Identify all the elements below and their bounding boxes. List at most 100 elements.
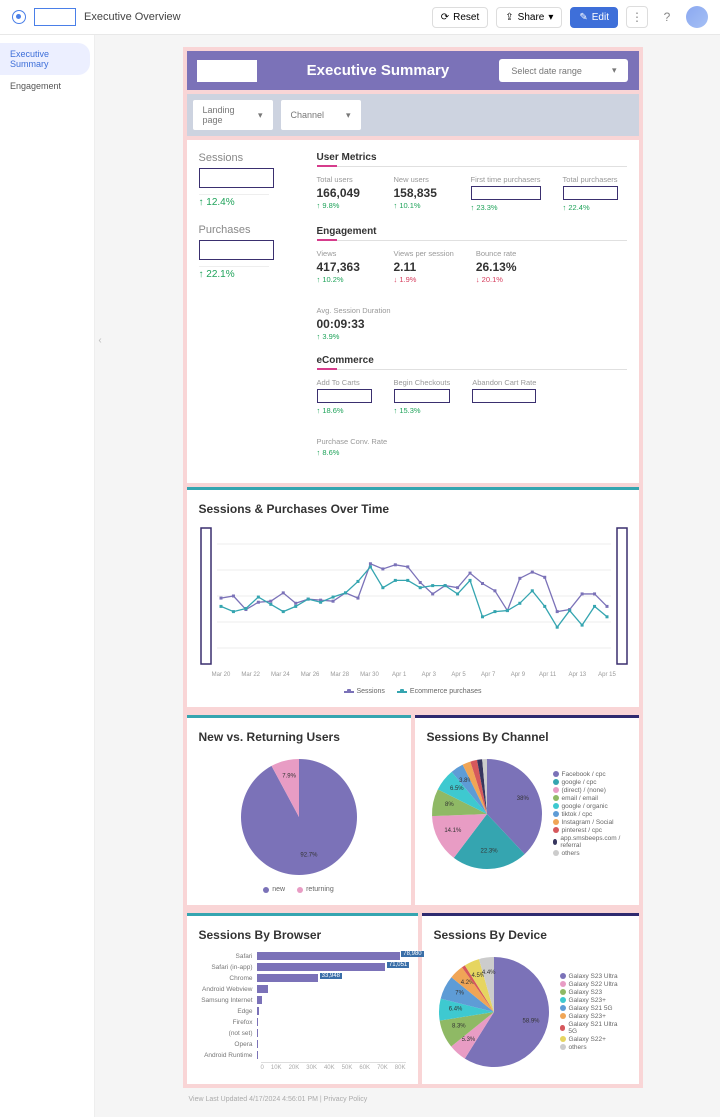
help-icon[interactable]: ? <box>656 6 678 28</box>
time-chart: Mar 20 Mar 22 Mar 24 Mar 26 Mar 28 Mar 30 Apr … <box>199 526 629 682</box>
collapse-sidebar-icon[interactable]: ‹ <box>95 35 105 1117</box>
top-metrics-panel: Sessions ↑ 12.4% Purchases ↑ 22.1% <box>187 140 639 483</box>
svg-text:92.7%: 92.7% <box>300 852 318 858</box>
bar-Opera: Opera <box>199 1040 406 1048</box>
chevron-down-icon: ▾ <box>612 65 617 76</box>
main: Executive SummaryEngagement ‹ Executive … <box>0 35 720 1117</box>
metric-bounce-rate: Bounce rate26.13%↓ 20.1% <box>476 249 531 284</box>
bar-Safari: Safari 78,980 <box>199 952 406 960</box>
purchases-value-box <box>199 240 274 260</box>
bar-Edge: Edge <box>199 1007 406 1015</box>
svg-text:6.4%: 6.4% <box>448 1006 462 1012</box>
by-channel-panel: Sessions By Channel 38%22.3%14.1%8%6.5%3… <box>415 715 639 905</box>
purchases-metric: Purchases ↑ 22.1% <box>199 224 299 280</box>
metric-purchase-conv.-rate: Purchase Conv. Rate↑ 8.6% <box>317 437 388 457</box>
sidebar-item-0[interactable]: Executive Summary <box>0 43 90 75</box>
metric-total-purchasers: Total purchasers↑ 22.4% <box>563 175 618 212</box>
svg-text:22.3%: 22.3% <box>480 848 498 854</box>
by-channel-title: Sessions By Channel <box>427 730 627 744</box>
svg-text:Apr 3: Apr 3 <box>421 672 436 678</box>
sessions-delta: ↑ 12.4% <box>199 197 299 208</box>
svg-text:4.4%: 4.4% <box>481 970 495 976</box>
bar-Samsung Internet: Samsung Internet <box>199 996 406 1004</box>
metric-views-per-session: Views per session2.11↓ 1.9% <box>394 249 454 284</box>
svg-text:7.9%: 7.9% <box>282 774 296 780</box>
footer: View Last Updated 4/17/2024 4:56:01 PM |… <box>183 1094 643 1105</box>
more-menu-icon[interactable]: ⋮ <box>626 6 648 28</box>
topbar-left: Executive Overview <box>12 8 181 26</box>
svg-text:58.9%: 58.9% <box>522 1019 540 1025</box>
chevron-down-icon: ▾ <box>346 110 351 121</box>
svg-text:Apr 1: Apr 1 <box>391 672 406 678</box>
edit-label: Edit <box>592 12 609 23</box>
dashboard-logo <box>197 60 257 82</box>
sessions-label: Sessions <box>199 152 299 164</box>
time-chart-panel: Sessions & Purchases Over Time Mar 20Mar… <box>187 487 639 707</box>
svg-text:Mar 24: Mar 24 <box>271 672 290 678</box>
metric-total-users: Total users166,049↑ 9.8% <box>317 175 372 212</box>
bar-Safari (in-app): Safari (in-app) 71,051 <box>199 963 406 971</box>
avatar[interactable] <box>686 6 708 28</box>
share-button[interactable]: ⇪ Share ▾ <box>496 7 562 28</box>
sessions-metric: Sessions ↑ 12.4% <box>199 152 299 208</box>
metric-avg.-session-duration: Avg. Session Duration00:09:33↑ 3.9% <box>317 306 391 341</box>
metric-abandon-cart-rate: Abandon Cart Rate <box>472 378 536 415</box>
new-returning-panel: New vs. Returning Users 92.7%7.9% newret… <box>187 715 411 905</box>
svg-text:Mar 26: Mar 26 <box>300 672 319 678</box>
metric-views: Views417,363↑ 10.2% <box>317 249 372 284</box>
landing-page-filter[interactable]: Landing page ▾ <box>193 100 273 130</box>
svg-text:38%: 38% <box>516 796 529 802</box>
ecommerce-header: eCommerce <box>317 355 627 370</box>
breadcrumb: Executive Overview <box>84 11 181 23</box>
channel-filter[interactable]: Channel ▾ <box>281 100 361 130</box>
svg-text:Apr 9: Apr 9 <box>510 672 525 678</box>
by-device-panel: Sessions By Device 58.9% 5.3% 8.3% 6.4% 7% 4.… <box>422 913 639 1084</box>
svg-text:Mar 30: Mar 30 <box>360 672 379 678</box>
filter-row: Landing page ▾ Channel ▾ <box>187 94 639 136</box>
time-chart-legend: SessionsEcommerce purchases <box>199 688 627 695</box>
share-label: Share <box>518 12 545 23</box>
svg-text:7%: 7% <box>455 991 464 997</box>
sessions-value-box <box>199 168 274 188</box>
sidebar-item-1[interactable]: Engagement <box>0 75 90 97</box>
metric-new-users: New users158,835↑ 10.1% <box>394 175 449 212</box>
date-range-label: Select date range <box>511 66 582 76</box>
svg-text:Mar 20: Mar 20 <box>211 672 230 678</box>
svg-text:Mar 22: Mar 22 <box>241 672 260 678</box>
svg-text:Apr 11: Apr 11 <box>538 672 556 678</box>
product-logo-icon <box>12 10 26 24</box>
topbar-right: ⟳ Reset ⇪ Share ▾ ✎ Edit ⋮ ? <box>432 6 708 28</box>
metric-add-to-carts: Add To Carts↑ 18.6% <box>317 378 372 415</box>
content: Executive Summary Select date range▾ Lan… <box>105 35 720 1117</box>
bar-(not set): (not set) <box>199 1029 406 1037</box>
svg-text:Apr 15: Apr 15 <box>598 672 616 678</box>
engagement-header: Engagement <box>317 226 627 241</box>
reset-button[interactable]: ⟳ Reset <box>432 7 489 28</box>
topbar: Executive Overview ⟳ Reset ⇪ Share ▾ ✎ E… <box>0 0 720 35</box>
date-range-selector[interactable]: Select date range ▾ <box>499 59 628 82</box>
bar-Android Webview: Android Webview <box>199 985 406 993</box>
by-device-title: Sessions By Device <box>434 928 627 942</box>
purchases-label: Purchases <box>199 224 299 236</box>
svg-text:Apr 5: Apr 5 <box>451 672 466 678</box>
channel-filter-label: Channel <box>291 110 325 120</box>
dashboard: Executive Summary Select date range▾ Lan… <box>183 47 643 1088</box>
metric-begin-checkouts: Begin Checkouts↑ 15.3% <box>394 378 451 415</box>
by-browser-panel: Sessions By Browser Safari 78,980 Safari… <box>187 913 418 1084</box>
chevron-down-icon: ▾ <box>258 110 263 121</box>
svg-text:6.5%: 6.5% <box>449 786 463 792</box>
edit-button[interactable]: ✎ Edit <box>570 7 618 28</box>
purchases-delta: ↑ 22.1% <box>199 269 299 280</box>
bar-Android Runtime: Android Runtime <box>199 1051 406 1059</box>
svg-text:8%: 8% <box>445 802 454 808</box>
landing-filter-label: Landing page <box>203 105 238 125</box>
svg-text:Mar 28: Mar 28 <box>330 672 349 678</box>
svg-text:5.3%: 5.3% <box>461 1037 475 1043</box>
svg-text:8.3%: 8.3% <box>451 1024 465 1030</box>
bar-Firefox: Firefox <box>199 1018 406 1026</box>
bar-Chrome: Chrome 33,948 <box>199 974 406 982</box>
dashboard-header: Executive Summary Select date range▾ <box>187 51 639 90</box>
user-metrics-header: User Metrics <box>317 152 627 167</box>
product-name-box <box>34 8 76 26</box>
reset-label: Reset <box>453 12 479 23</box>
